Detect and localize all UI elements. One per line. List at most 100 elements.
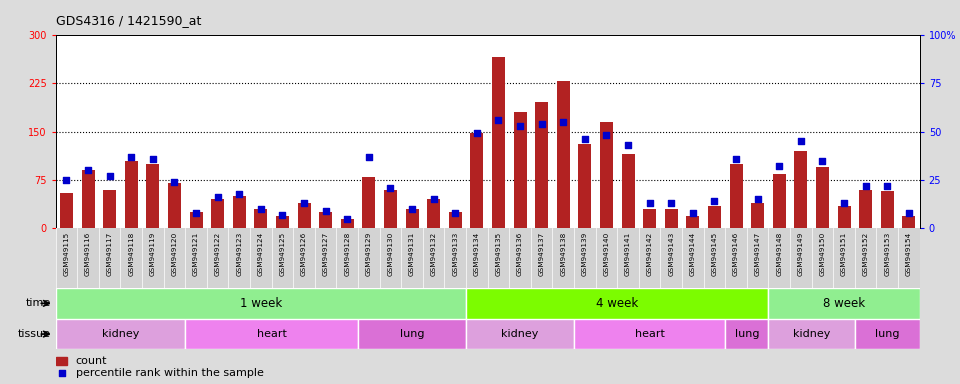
Bar — [574, 319, 726, 349]
Bar — [859, 190, 873, 228]
Point — [210, 194, 226, 200]
Point — [750, 196, 765, 202]
Text: GDS4316 / 1421590_at: GDS4316 / 1421590_at — [56, 14, 201, 27]
Bar — [190, 212, 203, 228]
Text: GSM949137: GSM949137 — [539, 232, 544, 276]
Text: GSM949143: GSM949143 — [668, 232, 674, 276]
Text: GSM949144: GSM949144 — [690, 232, 696, 276]
Text: GSM949146: GSM949146 — [733, 232, 739, 276]
Bar — [362, 177, 375, 228]
Bar — [56, 288, 467, 319]
Bar — [557, 81, 570, 228]
Bar — [82, 170, 94, 228]
Bar — [816, 167, 829, 228]
Bar — [578, 144, 591, 228]
Point — [297, 200, 312, 206]
Point — [663, 200, 679, 206]
Bar — [185, 319, 358, 349]
Text: GSM949142: GSM949142 — [647, 232, 653, 276]
Text: GSM949134: GSM949134 — [474, 232, 480, 276]
Text: heart: heart — [256, 329, 287, 339]
Text: GSM949145: GSM949145 — [711, 232, 717, 276]
Text: lung: lung — [399, 329, 424, 339]
Point — [577, 136, 592, 142]
Bar — [838, 206, 851, 228]
Bar — [448, 212, 462, 228]
Point — [361, 154, 376, 160]
Bar — [665, 209, 678, 228]
Bar — [467, 319, 574, 349]
Text: GSM949115: GSM949115 — [63, 232, 69, 276]
Point — [383, 185, 398, 191]
Point — [167, 179, 182, 185]
Bar — [384, 190, 397, 228]
Point — [685, 210, 701, 216]
Bar — [276, 215, 289, 228]
Text: GSM949122: GSM949122 — [215, 232, 221, 276]
Text: GSM949126: GSM949126 — [301, 232, 307, 276]
Point — [836, 200, 852, 206]
Text: GSM949116: GSM949116 — [85, 232, 91, 276]
Point — [81, 167, 96, 174]
Bar — [60, 193, 73, 228]
Bar — [254, 209, 267, 228]
Text: 1 week: 1 week — [240, 297, 282, 310]
Point — [318, 208, 333, 214]
Bar — [319, 212, 332, 228]
Bar — [643, 209, 657, 228]
Text: GSM949117: GSM949117 — [107, 232, 112, 276]
Text: GSM949150: GSM949150 — [820, 232, 826, 276]
Text: GSM949133: GSM949133 — [452, 232, 458, 276]
Point — [340, 216, 355, 222]
Text: GSM949140: GSM949140 — [604, 232, 610, 276]
Point — [426, 196, 442, 202]
Text: GSM949138: GSM949138 — [561, 232, 566, 276]
Point — [642, 200, 658, 206]
Bar — [536, 103, 548, 228]
Text: GSM949123: GSM949123 — [236, 232, 242, 276]
Text: GSM949154: GSM949154 — [906, 232, 912, 276]
Text: GSM949131: GSM949131 — [409, 232, 415, 276]
Bar — [708, 206, 721, 228]
Bar — [470, 133, 484, 228]
Bar — [56, 357, 67, 365]
Text: GSM949127: GSM949127 — [323, 232, 328, 276]
Bar — [467, 288, 768, 319]
Bar — [233, 196, 246, 228]
Point — [534, 121, 549, 127]
Text: 4 week: 4 week — [596, 297, 638, 310]
Point — [59, 177, 74, 183]
Text: GSM949139: GSM949139 — [582, 232, 588, 276]
Text: 8 week: 8 week — [823, 297, 865, 310]
Point — [275, 212, 290, 218]
Bar — [726, 319, 768, 349]
Text: percentile rank within the sample: percentile rank within the sample — [76, 368, 264, 378]
Text: tissue: tissue — [18, 329, 51, 339]
Text: GSM949121: GSM949121 — [193, 232, 199, 276]
Bar — [773, 174, 786, 228]
Text: time: time — [26, 298, 51, 308]
Point — [707, 198, 722, 204]
Bar — [358, 319, 467, 349]
Bar — [298, 203, 311, 228]
Text: kidney: kidney — [501, 329, 539, 339]
Point — [469, 131, 485, 137]
Point — [620, 142, 636, 148]
Point — [145, 156, 160, 162]
Bar — [56, 228, 920, 288]
Text: GSM949136: GSM949136 — [517, 232, 523, 276]
Text: GSM949118: GSM949118 — [129, 232, 134, 276]
Text: heart: heart — [635, 329, 664, 339]
Bar — [902, 215, 916, 228]
Bar — [103, 190, 116, 228]
Point — [599, 132, 614, 139]
Text: GSM949125: GSM949125 — [279, 232, 285, 276]
Text: GSM949120: GSM949120 — [172, 232, 178, 276]
Point — [102, 173, 117, 179]
Text: GSM949152: GSM949152 — [863, 232, 869, 276]
Text: GSM949130: GSM949130 — [388, 232, 394, 276]
Point — [556, 119, 571, 125]
Bar — [730, 164, 743, 228]
Text: GSM949132: GSM949132 — [431, 232, 437, 276]
Text: GSM949151: GSM949151 — [841, 232, 847, 276]
